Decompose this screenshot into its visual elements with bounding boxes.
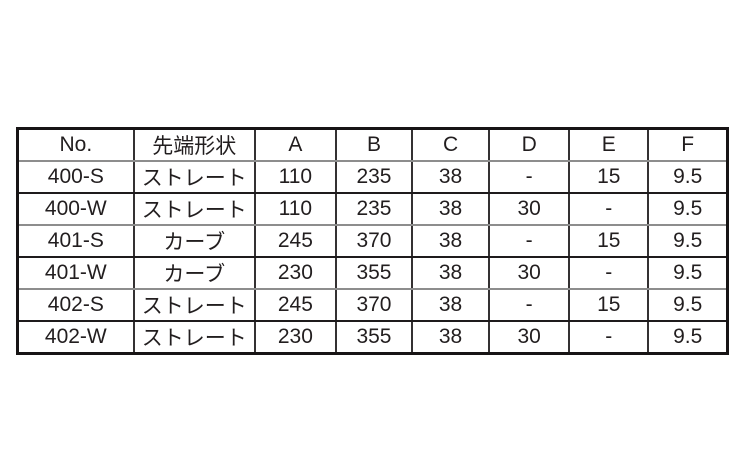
column-header-d: D (488, 128, 570, 162)
cell-b: 370 (334, 225, 413, 258)
header-row: No. 先端形状 A B C D E F (17, 128, 728, 162)
cell-no: 400-W (17, 193, 134, 226)
cell-f: 9.5 (647, 321, 728, 354)
cell-b: 235 (334, 161, 413, 194)
cell-f: 9.5 (647, 257, 728, 290)
table-row: 401-S カーブ 245 370 38 - 15 9.5 (17, 225, 728, 258)
table-row: 400-W ストレート 110 235 38 30 - 9.5 (17, 193, 728, 226)
cell-e: - (568, 321, 649, 354)
cell-tip-shape: ストレート (132, 161, 255, 194)
cell-c: 38 (411, 289, 490, 322)
cell-no: 400-S (17, 161, 134, 194)
cell-no: 402-S (17, 289, 134, 322)
cell-c: 38 (411, 257, 490, 290)
cell-d: 30 (488, 257, 570, 290)
cell-c: 38 (411, 225, 490, 258)
cell-b: 355 (334, 321, 413, 354)
cell-a: 110 (253, 193, 336, 226)
cell-tip-shape: ストレート (132, 193, 255, 226)
cell-d: - (488, 161, 570, 194)
cell-e: 15 (568, 161, 649, 194)
cell-f: 9.5 (647, 161, 728, 194)
cell-tip-shape: ストレート (132, 289, 255, 322)
table-row: 402-S ストレート 245 370 38 - 15 9.5 (17, 289, 728, 322)
cell-c: 38 (411, 161, 490, 194)
cell-e: - (568, 257, 649, 290)
cell-a: 230 (253, 321, 336, 354)
cell-no: 401-S (17, 225, 134, 258)
cell-tip-shape: カーブ (132, 225, 255, 258)
column-header-e: E (568, 128, 649, 162)
cell-e: - (568, 193, 649, 226)
product-spec-table: No. 先端形状 A B C D E F 400-S ストレート 110 235… (16, 127, 729, 355)
column-header-a: A (253, 128, 336, 162)
column-header-no: No. (17, 128, 134, 162)
product-spec-table-container: No. 先端形状 A B C D E F 400-S ストレート 110 235… (16, 127, 729, 355)
cell-d: - (488, 289, 570, 322)
cell-e: 15 (568, 225, 649, 258)
cell-no: 402-W (44, 325, 107, 348)
column-header-tip-shape: 先端形状 (132, 128, 255, 162)
column-header-c: C (411, 128, 490, 162)
cell-c: 38 (411, 193, 490, 226)
cell-b: 235 (334, 193, 413, 226)
column-header-b: B (334, 128, 413, 162)
cell-e: 15 (568, 289, 649, 322)
cell-no: 401-W (17, 257, 134, 290)
cell-f: 9.5 (647, 225, 728, 258)
cell-a: 245 (253, 289, 336, 322)
column-header-f: F (647, 128, 728, 162)
table-row: 401-W カーブ 230 355 38 30 - 9.5 (17, 257, 728, 290)
cell-c: 38 (411, 321, 490, 354)
cell-tip-shape: カーブ (132, 257, 255, 290)
cell-b: 370 (334, 289, 413, 322)
cell-tip-shape: ストレート (132, 321, 255, 354)
table-row: 400-S ストレート 110 235 38 - 15 9.5 (17, 161, 728, 194)
cell-d: 30 (488, 193, 570, 226)
cell-f: 9.5 (647, 289, 728, 322)
cell-d: - (488, 225, 570, 258)
cell-a: 230 (253, 257, 336, 290)
cell-f: 9.5 (647, 193, 728, 226)
cell-b: 355 (334, 257, 413, 290)
cell-a: 245 (253, 225, 336, 258)
table-row: 402-W ストレート 230 355 38 30 - 9.5 (18, 321, 728, 354)
cell-a: 110 (253, 161, 336, 194)
cell-d: 30 (488, 321, 570, 354)
